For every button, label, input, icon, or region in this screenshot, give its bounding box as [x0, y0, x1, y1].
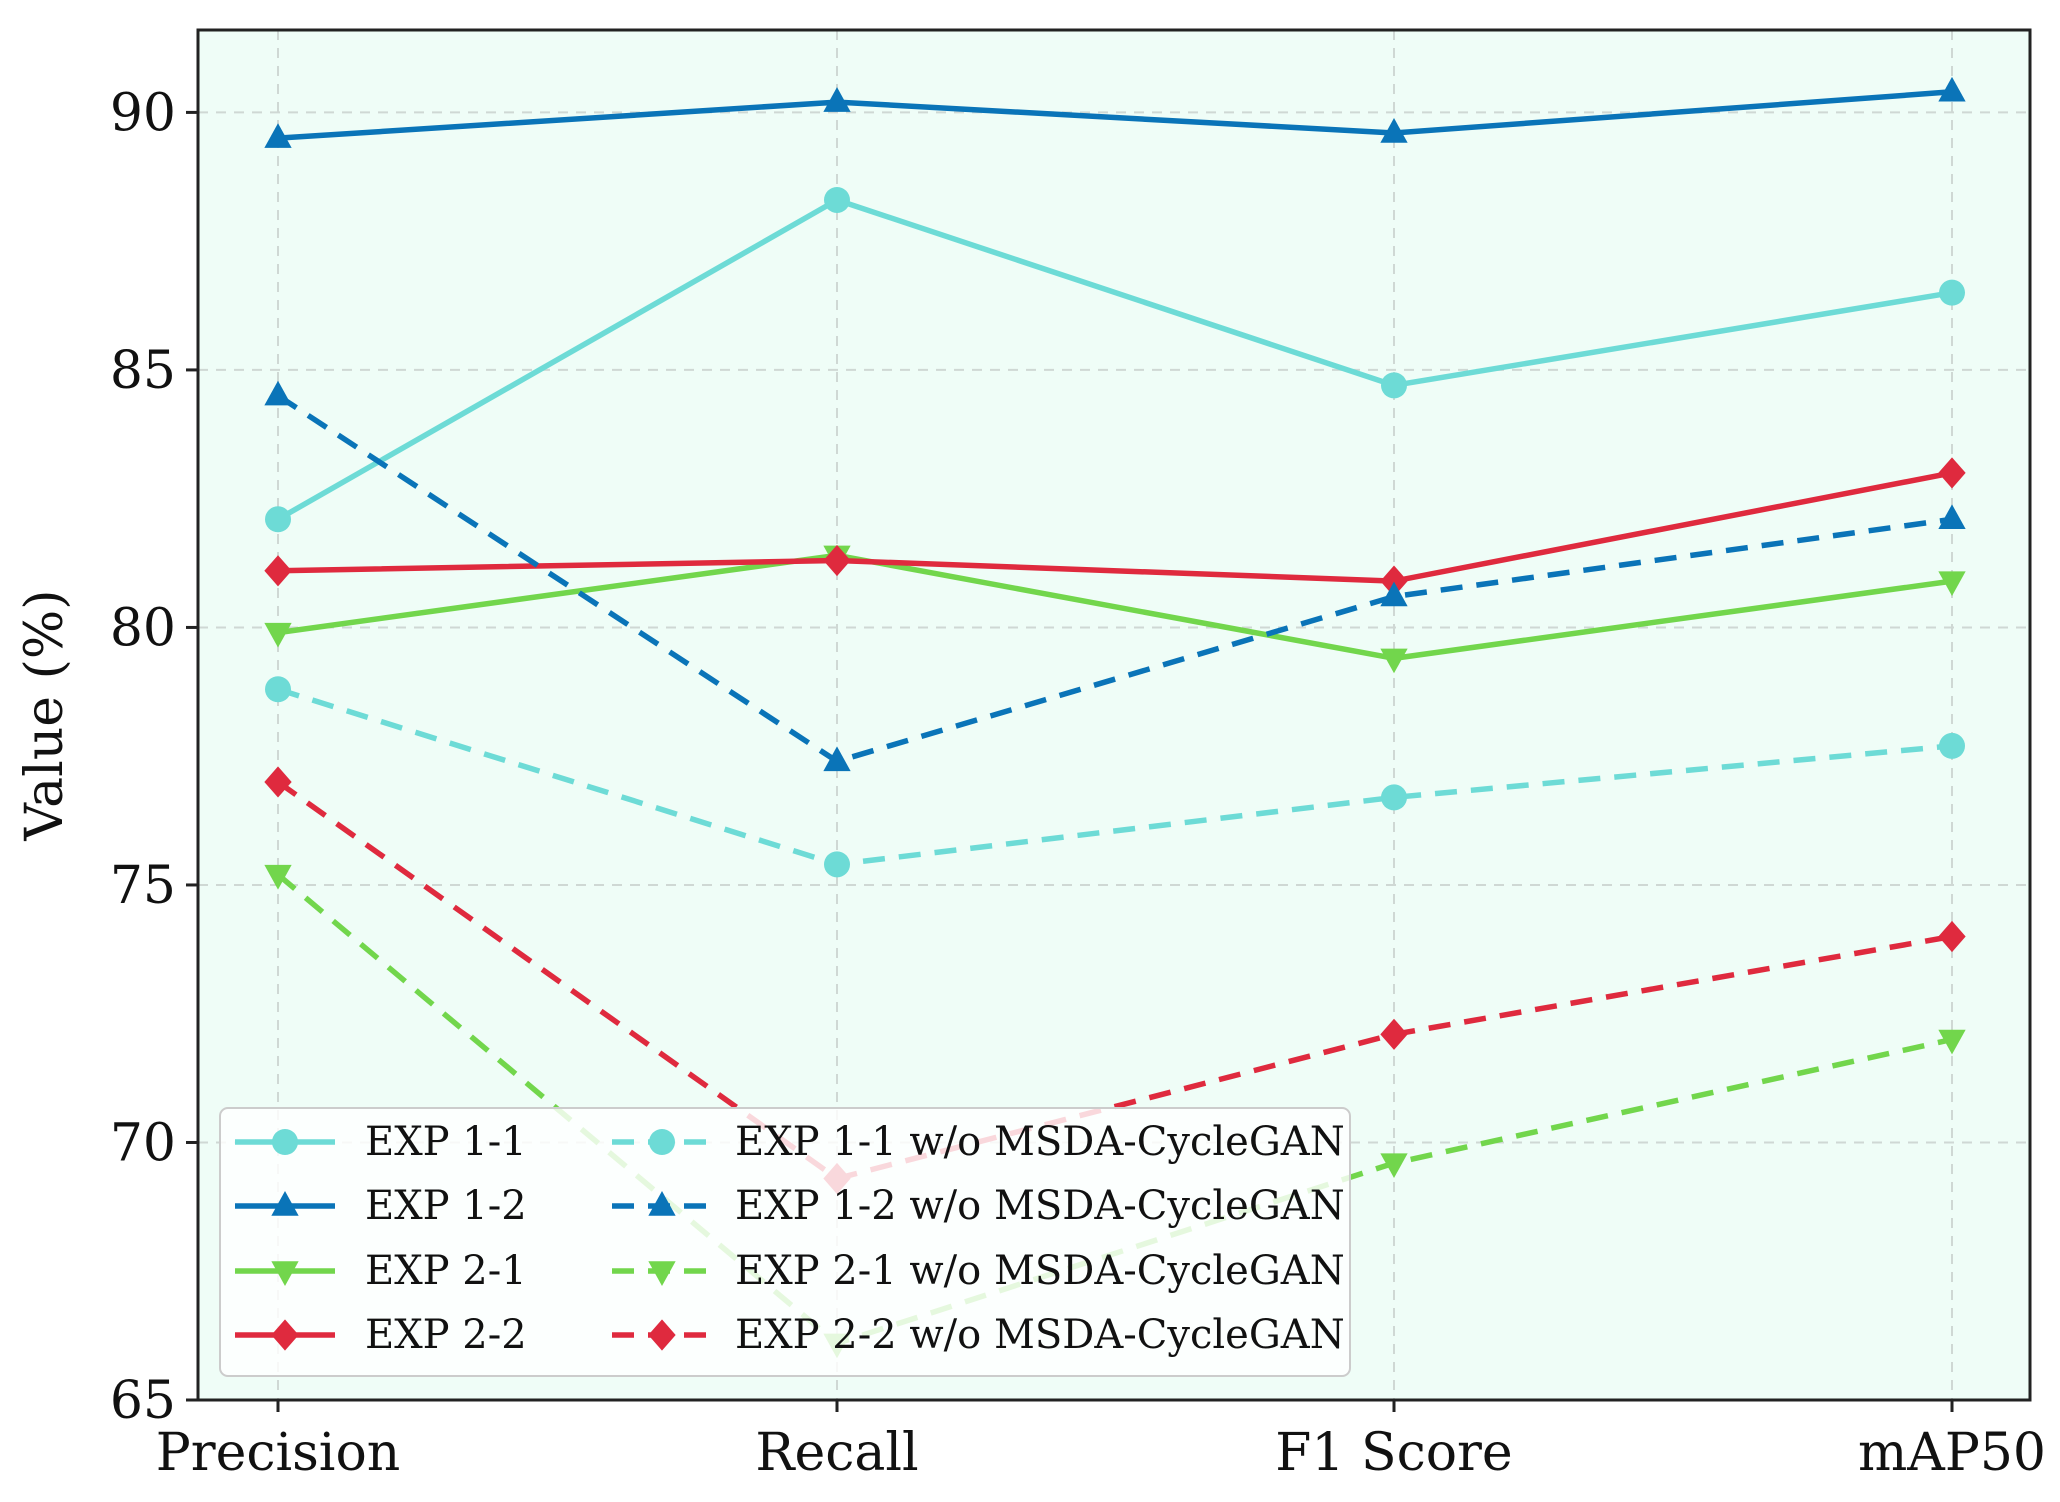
legend-label: EXP 2-2 w/o MSDA-CycleGAN — [735, 1312, 1345, 1358]
y-tick-label: 90 — [110, 83, 176, 143]
legend-label: EXP 2-2 — [365, 1312, 527, 1358]
legend-item: EXP 2-1 w/o MSDA-CycleGAN — [612, 1248, 1345, 1294]
legend-item: EXP 2-2 w/o MSDA-CycleGAN — [612, 1312, 1345, 1358]
data-point — [1938, 76, 1966, 102]
y-tick-label: 85 — [110, 341, 176, 401]
legend-item: EXP 1-1 w/o MSDA-CycleGAN — [612, 1119, 1345, 1165]
legend-item: EXP 1-1 — [235, 1119, 527, 1165]
data-point — [1381, 372, 1407, 399]
y-tick-label: 75 — [110, 856, 176, 916]
y-tick-label: 70 — [110, 1113, 176, 1173]
legend-label: EXP 1-1 w/o MSDA-CycleGAN — [735, 1119, 1345, 1165]
series-line — [276, 393, 1953, 765]
data-point — [1381, 784, 1407, 811]
data-point — [1380, 1153, 1408, 1179]
data-point — [264, 864, 292, 890]
data-point — [824, 186, 850, 213]
data-point — [823, 87, 851, 112]
x-tick-label: F1 Score — [1275, 1423, 1512, 1483]
legend-item: EXP 2-1 — [235, 1248, 527, 1294]
data-point — [264, 555, 292, 587]
data-point — [1380, 581, 1408, 607]
data-point — [265, 676, 291, 703]
data-point — [264, 622, 292, 648]
data-point — [264, 123, 292, 148]
data-point — [823, 544, 851, 577]
series-line — [276, 197, 1953, 522]
legend-label: EXP 1-2 — [365, 1183, 527, 1229]
data-point — [1939, 732, 1965, 759]
data-point — [1938, 571, 1966, 597]
data-point — [1939, 279, 1965, 306]
data-point — [1380, 1018, 1408, 1050]
legend-marker — [649, 1129, 675, 1155]
legend-marker — [271, 1191, 299, 1216]
data-point — [1938, 457, 1966, 489]
series-6 — [264, 380, 1966, 772]
legend-marker — [648, 1319, 676, 1351]
legend-box — [219, 1107, 1351, 1377]
series-3 — [264, 545, 1966, 674]
legend: EXP 1-1 EXP 1-2 EXP 2-1 EXP 2-2 EXP 1-1 w/o … — [219, 1107, 1351, 1377]
plot-frame — [196, 28, 2032, 1402]
series-line — [276, 779, 1953, 1182]
data-point — [1938, 920, 1966, 953]
data-point — [264, 766, 292, 798]
y-tick-label: 65 — [110, 1371, 176, 1431]
legend-marker — [272, 1129, 298, 1155]
data-point — [823, 746, 851, 772]
series-line — [277, 552, 1953, 662]
y-axis-label: Value (%) — [15, 589, 75, 841]
x-tick-label: Recall — [755, 1423, 918, 1483]
legend-label: EXP 2-1 — [365, 1248, 527, 1294]
data-point — [1380, 565, 1408, 597]
data-point — [1938, 504, 1966, 530]
legend-item: EXP 1-2 — [235, 1183, 527, 1229]
legend-label: EXP 1-1 — [365, 1119, 527, 1165]
data-point — [264, 380, 292, 406]
legend-label: EXP 1-2 w/o MSDA-CycleGAN — [735, 1183, 1345, 1229]
legend-marker — [648, 1191, 676, 1216]
series-1 — [265, 186, 1965, 533]
legend-item: EXP 1-2 w/o MSDA-CycleGAN — [612, 1183, 1345, 1229]
x-tick-label: Precision — [156, 1423, 401, 1483]
series-line — [277, 470, 1953, 584]
series-5 — [265, 676, 1965, 878]
data-point — [1938, 1029, 1966, 1055]
legend-item: EXP 2-2 — [235, 1312, 527, 1358]
legend-marker — [648, 1261, 676, 1286]
data-point — [1380, 118, 1408, 143]
data-point — [1380, 648, 1408, 674]
y-axis: 65 70 75 80 85 90 — [110, 83, 198, 1431]
series-line — [277, 89, 1953, 141]
legend-marker — [271, 1319, 299, 1351]
legend-marker — [271, 1261, 299, 1286]
series-line — [277, 686, 1953, 868]
series-2 — [264, 76, 1966, 148]
y-tick-label: 80 — [110, 598, 176, 658]
data-point — [265, 506, 291, 533]
x-tick-label: mAP50 — [1858, 1423, 2046, 1483]
data-point — [824, 851, 850, 878]
legend-label: EXP 2-1 w/o MSDA-CycleGAN — [735, 1248, 1345, 1294]
series-4 — [264, 457, 1966, 597]
x-axis: Precision Recall F1 Score mAP50 — [156, 1400, 2046, 1483]
